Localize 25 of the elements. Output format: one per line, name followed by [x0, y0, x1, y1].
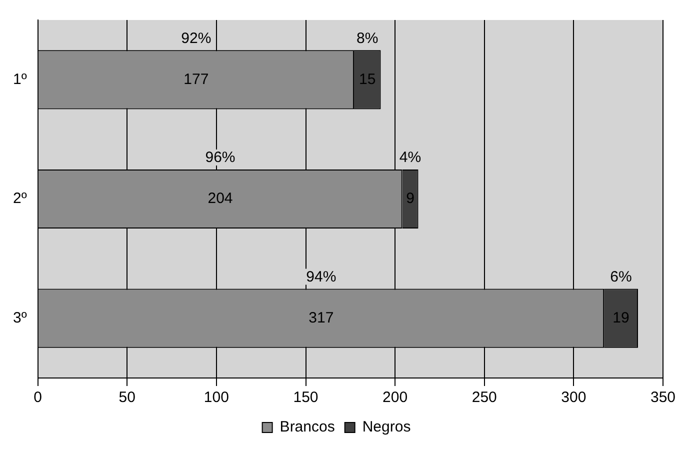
data-label: 15: [359, 70, 376, 88]
annotation: 8%: [356, 30, 378, 47]
data-label: 19: [612, 309, 630, 326]
x-tick-label: 300: [561, 389, 586, 406]
legend-label: Brancos: [280, 418, 335, 436]
data-label: 317: [308, 309, 334, 326]
data-label: 204: [208, 190, 233, 208]
x-tick-label: 100: [204, 389, 229, 406]
x-tick-label: 0: [34, 389, 42, 406]
legend-label: Negros: [362, 418, 411, 436]
y-tick-label: 2º: [12, 190, 28, 208]
y-tick-label: 1º: [12, 70, 28, 88]
x-tick-label: 350: [650, 389, 676, 406]
x-tick-label: 150: [293, 389, 318, 406]
x-tick-label: 50: [118, 389, 136, 406]
x-tick-label: 250: [472, 389, 497, 406]
annotation: 4%: [399, 149, 422, 166]
y-tick-label: 3º: [12, 309, 28, 326]
annotation: 94%: [306, 268, 336, 286]
annotation: 6%: [610, 268, 632, 286]
annotation: 92%: [181, 30, 212, 47]
data-label: 9: [406, 190, 414, 208]
annotation: 96%: [205, 149, 236, 166]
x-tick-label: 200: [382, 389, 408, 406]
data-label: 177: [184, 70, 209, 88]
